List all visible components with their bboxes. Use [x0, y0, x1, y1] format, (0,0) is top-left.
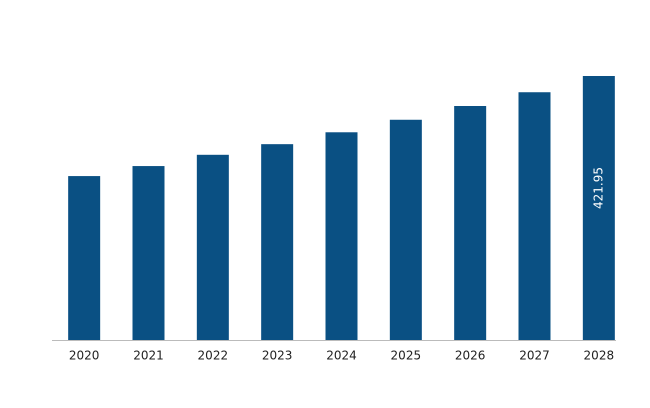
bar	[582, 76, 615, 340]
bar	[389, 119, 422, 340]
x-tick-label: 2027	[519, 349, 550, 363]
bar	[325, 132, 358, 340]
x-tick-label: 2028	[584, 349, 615, 363]
x-tick-label: 2021	[133, 349, 164, 363]
bar	[196, 154, 229, 340]
bar	[68, 176, 101, 340]
bar	[261, 144, 294, 340]
x-tick-label: 2024	[326, 349, 357, 363]
x-tick-label: 2025	[391, 349, 422, 363]
bar	[518, 92, 551, 340]
value-label: 421.95	[591, 167, 605, 209]
x-tick-label: 2022	[198, 349, 229, 363]
bar	[454, 106, 487, 341]
bar	[132, 166, 165, 340]
x-tick-label: 2023	[262, 349, 293, 363]
x-tick-label: 2026	[455, 349, 486, 363]
x-tick-label: 2020	[69, 349, 100, 363]
